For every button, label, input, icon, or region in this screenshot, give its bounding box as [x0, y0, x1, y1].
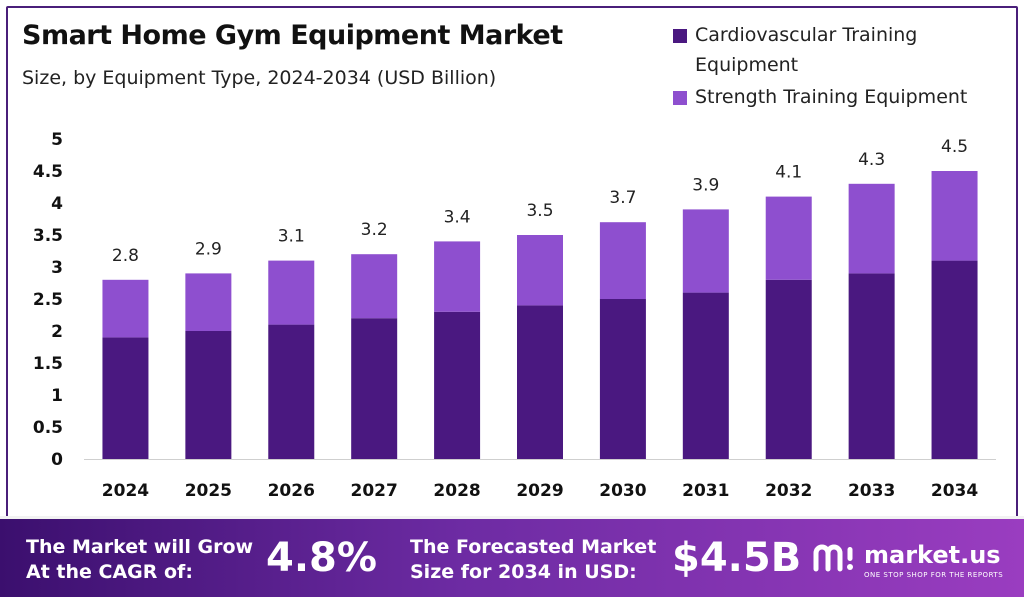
cagr-caption-line1: The Market will Grow	[26, 536, 254, 558]
x-tick-label: 2024	[102, 481, 149, 501]
x-tick-label: 2029	[516, 481, 563, 501]
brand-tagline: ONE STOP SHOP FOR THE REPORTS	[864, 571, 1004, 579]
cagr-caption-line2: At the CAGR of:	[26, 561, 193, 583]
bar-total-label: 2.9	[195, 239, 222, 259]
bar-segment-strength	[765, 196, 812, 280]
bar-segment-cardio	[351, 318, 398, 459]
brand-logo[interactable]: market.us ONE STOP SHOP FOR THE REPORTS	[812, 539, 1003, 579]
bar-segment-strength	[185, 273, 232, 331]
bar-segment-strength	[434, 241, 481, 312]
bar-total-label: 2.8	[112, 246, 139, 266]
forecast-caption-line2: Size for 2034 in USD:	[410, 561, 637, 583]
x-tick-label: 2033	[848, 481, 895, 501]
bar-segment-cardio	[848, 273, 895, 459]
y-tick-label: 4.5	[33, 162, 63, 182]
bar-total-label: 4.1	[775, 163, 802, 183]
legend-item-cardio: Cardiovascular Training Equipment	[673, 20, 1013, 82]
bar-segment-cardio	[682, 292, 729, 459]
legend-item-strength: Strength Training Equipment	[673, 82, 1013, 112]
chart-title: Smart Home Gym Equipment Market	[22, 20, 563, 51]
brand-name: market.us	[864, 541, 1001, 569]
y-tick-label: 4	[51, 194, 63, 214]
bar-segment-cardio	[185, 331, 232, 459]
bar-segment-cardio	[599, 299, 646, 459]
bar-segment-cardio	[268, 324, 315, 459]
bar-segment-strength	[848, 183, 895, 274]
bar-segment-strength	[351, 254, 398, 319]
bar-segment-cardio	[517, 305, 563, 459]
forecast-caption-line1: The Forecasted Market	[410, 536, 657, 558]
x-tick-label: 2025	[185, 481, 232, 501]
y-tick-label: 5	[51, 130, 63, 150]
cagr-value: 4.8%	[266, 535, 377, 581]
bar-total-label: 4.3	[858, 150, 885, 170]
bar-segment-strength	[268, 260, 315, 325]
y-tick-label: 0.5	[33, 418, 63, 438]
footer-banner: The Market will Grow At the CAGR of: 4.8…	[0, 516, 1024, 597]
y-tick-label: 1.5	[33, 354, 63, 374]
bar-total-label: 3.9	[692, 175, 719, 195]
x-tick-label: 2027	[351, 481, 398, 501]
legend-label-cardio: Cardiovascular Training Equipment	[695, 24, 918, 76]
y-tick-label: 0	[51, 450, 63, 470]
forecast-caption: The Forecasted Market Size for 2034 in U…	[410, 535, 656, 585]
legend-swatch-cardio	[673, 29, 687, 43]
x-tick-label: 2034	[931, 481, 978, 501]
x-tick-label: 2026	[268, 481, 315, 501]
x-tick-label: 2032	[765, 481, 812, 501]
bar-total-label: 3.2	[361, 220, 388, 240]
bar-segment-cardio	[765, 279, 812, 459]
y-tick-label: 2.5	[33, 290, 63, 310]
legend-swatch-strength	[673, 91, 687, 105]
bar-total-label: 4.5	[941, 137, 968, 157]
legend: Cardiovascular Training Equipment Streng…	[673, 20, 1013, 112]
forecast-value: $4.5B	[672, 535, 802, 581]
bar-segment-strength	[517, 235, 563, 306]
bar-segment-strength	[682, 209, 729, 293]
bar-segment-cardio	[931, 260, 978, 459]
bar-segment-strength	[599, 222, 646, 299]
bar-segment-cardio	[102, 337, 149, 459]
chart-subtitle: Size, by Equipment Type, 2024-2034 (USD …	[22, 67, 497, 89]
y-tick-label: 2	[51, 322, 63, 342]
bar-segment-cardio	[434, 311, 481, 459]
bar-chart: 0 0.5 1 1.5 2 2.5 3 3.5 4 4.5 5 2.8 2024 2.9 2025 3.1 20…	[33, 130, 996, 501]
x-tick-label: 2031	[682, 481, 729, 501]
market-us-logo-icon	[813, 544, 853, 572]
y-tick-label: 3	[51, 258, 63, 278]
bar-total-label: 3.7	[609, 188, 636, 208]
bar-segment-strength	[102, 279, 149, 338]
legend-label-strength: Strength Training Equipment	[695, 86, 968, 108]
bar-total-label: 3.4	[444, 207, 471, 227]
bar-total-label: 3.1	[278, 227, 305, 247]
y-tick-label: 3.5	[33, 226, 63, 246]
bar-segment-strength	[931, 171, 978, 261]
bar-total-label: 3.5	[526, 201, 553, 221]
cagr-caption: The Market will Grow At the CAGR of:	[26, 535, 253, 585]
x-tick-label: 2030	[599, 481, 646, 501]
x-tick-label: 2028	[433, 481, 480, 501]
y-tick-label: 1	[51, 386, 63, 406]
